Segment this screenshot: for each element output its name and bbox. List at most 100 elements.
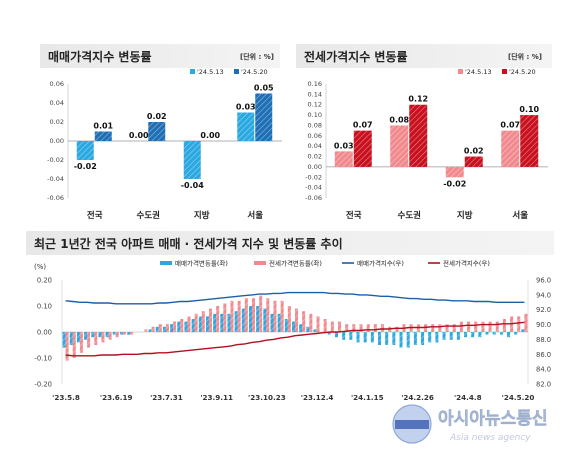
trend-sale-rate-bar bbox=[227, 313, 231, 332]
jeonse-rate-bar-chart: '24.5.13 '24.5.20 0.16 0.14 0.12 0.10 0.08 0.06… bbox=[305, 68, 548, 221]
jeonse-data-label: 0.03 bbox=[334, 141, 354, 150]
jeonse-ytick-label: 0.02 bbox=[308, 153, 322, 161]
sale-ytick-label: -0.06 bbox=[47, 194, 64, 202]
jeonse-legend-label-1: '24.5.20 bbox=[509, 68, 536, 76]
trend-jeonse-rate-bar bbox=[381, 324, 385, 332]
trend-legend-swatch-0 bbox=[160, 261, 172, 265]
jeonse-legend-label-0: '24.5.13 bbox=[465, 68, 492, 76]
trend-sale-rate-bar bbox=[370, 332, 374, 343]
sale-data-label: 0.02 bbox=[147, 112, 167, 121]
trend-jeonse-rate-bar bbox=[266, 298, 270, 332]
trend-jeonse-rate-bar bbox=[144, 329, 148, 332]
trend-jeonse-rate-bar bbox=[251, 298, 255, 332]
trend-xtick-label: '24.4.8 bbox=[454, 393, 482, 402]
trend-sale-rate-bar bbox=[263, 308, 267, 332]
sale-category-label: 서울 bbox=[247, 210, 263, 221]
sale-chart-title-text: 매매가격지수 변동률 bbox=[48, 49, 152, 64]
trend-chart-title: 최근 1년간 전국 아파트 매매 · 전세가격 지수 및 변동률 추이 bbox=[26, 231, 554, 255]
trend-xtick-label: '23.5.8 bbox=[52, 393, 80, 402]
trend-sale-rate-bar bbox=[256, 306, 260, 332]
trend-sale-rate-bar bbox=[184, 321, 188, 332]
trend-sale-rate-bar bbox=[413, 332, 417, 345]
trend-sale-rate-bar bbox=[464, 332, 468, 338]
trend-jeonse-rate-bar bbox=[187, 316, 191, 332]
trend-sale-rate-bar bbox=[356, 332, 360, 343]
trend-ytick-right: 82.0 bbox=[536, 381, 551, 389]
sale-data-label: 0.00 bbox=[129, 131, 149, 140]
trend-jeonse-rate-bar bbox=[208, 308, 212, 332]
jeonse-bar bbox=[409, 104, 428, 167]
trend-sale-rate-bar bbox=[327, 332, 331, 335]
trend-jeonse-rate-bar bbox=[101, 332, 105, 343]
trend-jeonse-rate-bar bbox=[223, 303, 227, 332]
trend-sale-rate-bar bbox=[435, 332, 439, 343]
trend-sale-rate-bar bbox=[91, 332, 95, 338]
trend-ytick-right: 94.0 bbox=[536, 291, 551, 299]
trend-xtick-label: '24.2.26 bbox=[401, 393, 434, 402]
trend-sale-rate-bar bbox=[213, 313, 217, 332]
trend-sale-rate-bar bbox=[313, 329, 317, 332]
jeonse-data-label: 0.07 bbox=[353, 121, 373, 130]
trend-sale-rate-bar bbox=[499, 332, 503, 335]
trend-jeonse-rate-bar bbox=[467, 321, 471, 332]
watermark: 아시아뉴스통신 Asia news agency bbox=[392, 404, 548, 444]
trend-jeonse-rate-bar bbox=[345, 324, 349, 332]
trend-sale-rate-bar bbox=[84, 332, 88, 340]
trend-sale-rate-bar bbox=[392, 332, 396, 345]
trend-sale-rate-bar bbox=[492, 332, 496, 335]
jeonse-data-label: 0.07 bbox=[500, 121, 520, 130]
trend-jeonse-rate-bar bbox=[431, 324, 435, 332]
jeonse-ytick-label: 0.08 bbox=[308, 121, 322, 129]
trend-jeonse-rate-bar bbox=[302, 311, 306, 332]
trend-ytick-right: 96.0 bbox=[536, 277, 551, 285]
sale-data-label: 0.00 bbox=[200, 131, 220, 140]
trend-sale-rate-bar bbox=[270, 313, 274, 332]
trend-sale-rate-bar bbox=[456, 332, 460, 340]
trend-jeonse-rate-bar bbox=[323, 319, 327, 332]
watermark-korean: 아시아뉴스통신 bbox=[438, 409, 547, 429]
trend-sale-rate-bar bbox=[69, 332, 73, 345]
jeonse-chart-unit: [단위 : %] bbox=[508, 53, 542, 61]
jeonse-category-label: 전국 bbox=[346, 210, 362, 221]
trend-jeonse-rate-bar bbox=[173, 321, 177, 332]
trend-jeonse-rate-bar bbox=[424, 324, 428, 332]
sale-rate-bar-chart: '24.5.13 '24.5.20 0.06 0.04 0.02 0.00 -0.02 -0.… bbox=[47, 68, 282, 221]
trend-legend-swatch-1 bbox=[254, 261, 266, 265]
trend-ytick-right: 88.0 bbox=[536, 336, 551, 344]
sale-data-label: -0.02 bbox=[74, 162, 97, 171]
trend-jeonse-rate-bar bbox=[151, 326, 155, 332]
trend-jeonse-rate-bar bbox=[130, 332, 134, 335]
trend-sale-rate-bar bbox=[170, 324, 174, 332]
trend-sale-rate-bar bbox=[507, 332, 511, 338]
trend-jeonse-rate-bar bbox=[373, 324, 377, 332]
trend-jeonse-rate-bar bbox=[201, 311, 205, 332]
jeonse-data-label: 0.02 bbox=[464, 147, 484, 156]
trend-jeonse-rate-bar bbox=[366, 324, 370, 332]
sale-bar bbox=[76, 141, 94, 160]
trend-jeonse-rate-bar bbox=[445, 324, 449, 332]
sale-ytick-label: 0.06 bbox=[50, 80, 64, 88]
trend-sale-rate-bar bbox=[119, 332, 123, 335]
trend-sale-rate-bar bbox=[306, 326, 310, 332]
trend-jeonse-rate-bar bbox=[395, 326, 399, 332]
trend-sale-rate-bar bbox=[449, 332, 453, 340]
jeonse-ytick-label: -0.06 bbox=[305, 194, 322, 202]
jeonse-category-label: 지방 bbox=[457, 210, 473, 221]
trend-sale-rate-bar bbox=[234, 311, 238, 332]
jeonse-bar bbox=[445, 166, 464, 178]
trend-jeonse-rate-bar bbox=[287, 306, 291, 332]
trend-sale-rate-bar bbox=[177, 321, 181, 332]
trend-sale-rate-bar bbox=[241, 308, 245, 332]
jeonse-ytick-label: -0.02 bbox=[305, 173, 322, 181]
trend-sale-rate-bar bbox=[521, 329, 525, 332]
watermark-english: Asia news agency bbox=[449, 433, 531, 443]
trend-jeonse-rate-bar bbox=[295, 308, 299, 332]
trend-jeonse-rate-bar bbox=[481, 321, 485, 332]
jeonse-data-label: 0.12 bbox=[408, 95, 428, 104]
trend-ytick-left: 0.10 bbox=[37, 303, 52, 311]
trend-sale-rate-bar bbox=[191, 319, 195, 332]
jeonse-ytick-label: -0.04 bbox=[305, 184, 322, 192]
trend-ytick-left: -0.20 bbox=[34, 381, 52, 389]
trend-sale-rate-bar bbox=[342, 332, 346, 340]
trend-jeonse-rate-bar bbox=[330, 321, 334, 332]
